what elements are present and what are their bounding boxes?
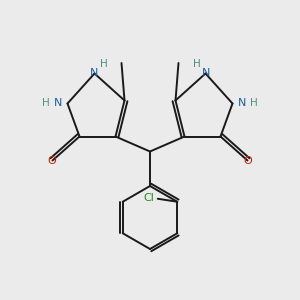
Text: N: N <box>54 98 62 108</box>
Text: H: H <box>100 59 107 69</box>
Text: O: O <box>47 156 56 166</box>
Text: H: H <box>42 98 50 108</box>
Text: O: O <box>244 156 253 166</box>
Text: N: N <box>238 98 246 108</box>
Text: N: N <box>90 68 98 78</box>
Text: N: N <box>202 68 210 78</box>
Text: H: H <box>250 98 258 108</box>
Text: H: H <box>193 59 200 69</box>
Text: Cl: Cl <box>143 193 154 203</box>
